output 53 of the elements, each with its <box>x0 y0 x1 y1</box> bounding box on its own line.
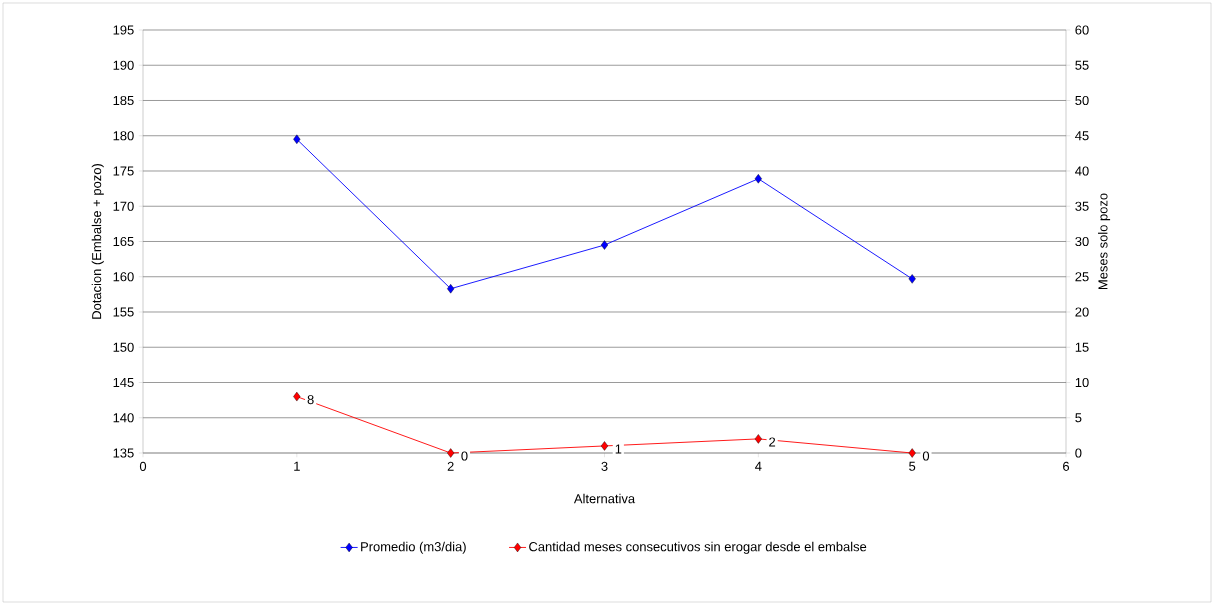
y-tick-label: 135 <box>113 448 134 458</box>
y-tick-label: 150 <box>113 342 134 352</box>
x-axis-title: Alternativa <box>573 493 636 504</box>
y-tick-label: 155 <box>113 307 134 317</box>
y-tick-label: 185 <box>113 95 134 106</box>
point <box>600 441 609 451</box>
y2-tick-label: 45 <box>1075 131 1089 141</box>
point <box>908 448 916 458</box>
y-tick-label: 195 <box>113 25 134 35</box>
legend-label: Cantidad meses consecutivos sin erogar desde el embalse <box>529 541 867 554</box>
y2-tick-label: 25 <box>1075 272 1089 282</box>
y2-tick-label: 55 <box>1075 60 1089 70</box>
data-label: 8 <box>307 395 314 405</box>
y2-tick-label: 20 <box>1075 307 1089 317</box>
point <box>447 448 455 458</box>
y-tick-label: 160 <box>113 272 134 282</box>
y-tick-label: 175 <box>113 166 134 176</box>
y2-tick-label: 35 <box>1075 201 1089 211</box>
y2-tick-label: 10 <box>1075 377 1089 388</box>
y-tick-label: 140 <box>113 413 134 423</box>
legend-label: Promedio (m3/dia) <box>361 541 466 554</box>
y-tick-label: 190 <box>113 60 134 70</box>
y2-tick-label: 5 <box>1075 413 1082 423</box>
y-tick-label: 170 <box>113 201 134 211</box>
x-tick-label: 3 <box>601 461 608 471</box>
y-tick-label: 145 <box>113 377 134 388</box>
point <box>754 434 762 444</box>
y2-axis-title: Meses solo pozo <box>1098 193 1111 290</box>
y2-tick-label: 0 <box>1075 448 1082 458</box>
point <box>600 240 609 250</box>
x-tick-label: 5 <box>909 461 916 471</box>
y-tick-label: 180 <box>113 131 134 141</box>
data-label: 0 <box>461 451 468 461</box>
y2-tick-label: 15 <box>1075 342 1089 352</box>
point <box>447 284 455 294</box>
point <box>293 134 301 144</box>
y-tick-label: 165 <box>113 236 134 247</box>
y2-tick-label: 40 <box>1075 166 1089 176</box>
data-label: 1 <box>615 444 622 454</box>
y2-tick-label: 50 <box>1075 95 1089 106</box>
x-tick-label: 4 <box>755 461 762 471</box>
point <box>908 274 916 284</box>
point <box>293 391 301 402</box>
data-label: 2 <box>769 437 776 447</box>
y-axis-title: Dotacion (Embalse + pozo) <box>91 164 104 319</box>
data-label: 0 <box>922 451 930 461</box>
point <box>754 174 762 184</box>
x-tick-label: 2 <box>447 461 454 471</box>
x-tick-label: 6 <box>1063 461 1070 471</box>
y2-tick-label: 60 <box>1075 25 1089 35</box>
x-tick-label: 0 <box>139 461 147 471</box>
x-tick-label: 1 <box>294 461 300 471</box>
y2-tick-label: 30 <box>1075 236 1089 247</box>
